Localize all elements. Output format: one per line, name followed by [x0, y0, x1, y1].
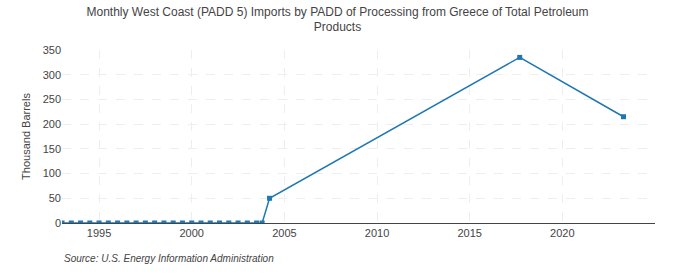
svg-text:300: 300: [43, 69, 61, 81]
svg-text:150: 150: [43, 143, 61, 155]
svg-text:2005: 2005: [272, 227, 296, 239]
svg-text:350: 350: [43, 44, 61, 56]
svg-text:2000: 2000: [179, 227, 203, 239]
svg-text:200: 200: [43, 118, 61, 130]
svg-text:1995: 1995: [87, 227, 111, 239]
svg-text:100: 100: [43, 167, 61, 179]
svg-text:Source: U.S. Energy Informatio: Source: U.S. Energy Information Administ…: [64, 253, 274, 264]
svg-text:2010: 2010: [365, 227, 389, 239]
svg-text:Thousand Barrels: Thousand Barrels: [20, 93, 32, 180]
svg-text:0: 0: [55, 217, 61, 229]
svg-text:Monthly West Coast (PADD 5) Im: Monthly West Coast (PADD 5) Imports by P…: [87, 5, 589, 35]
svg-text:250: 250: [43, 93, 61, 105]
svg-text:2015: 2015: [457, 227, 481, 239]
svg-text:50: 50: [49, 192, 61, 204]
svg-text:2020: 2020: [550, 227, 574, 239]
